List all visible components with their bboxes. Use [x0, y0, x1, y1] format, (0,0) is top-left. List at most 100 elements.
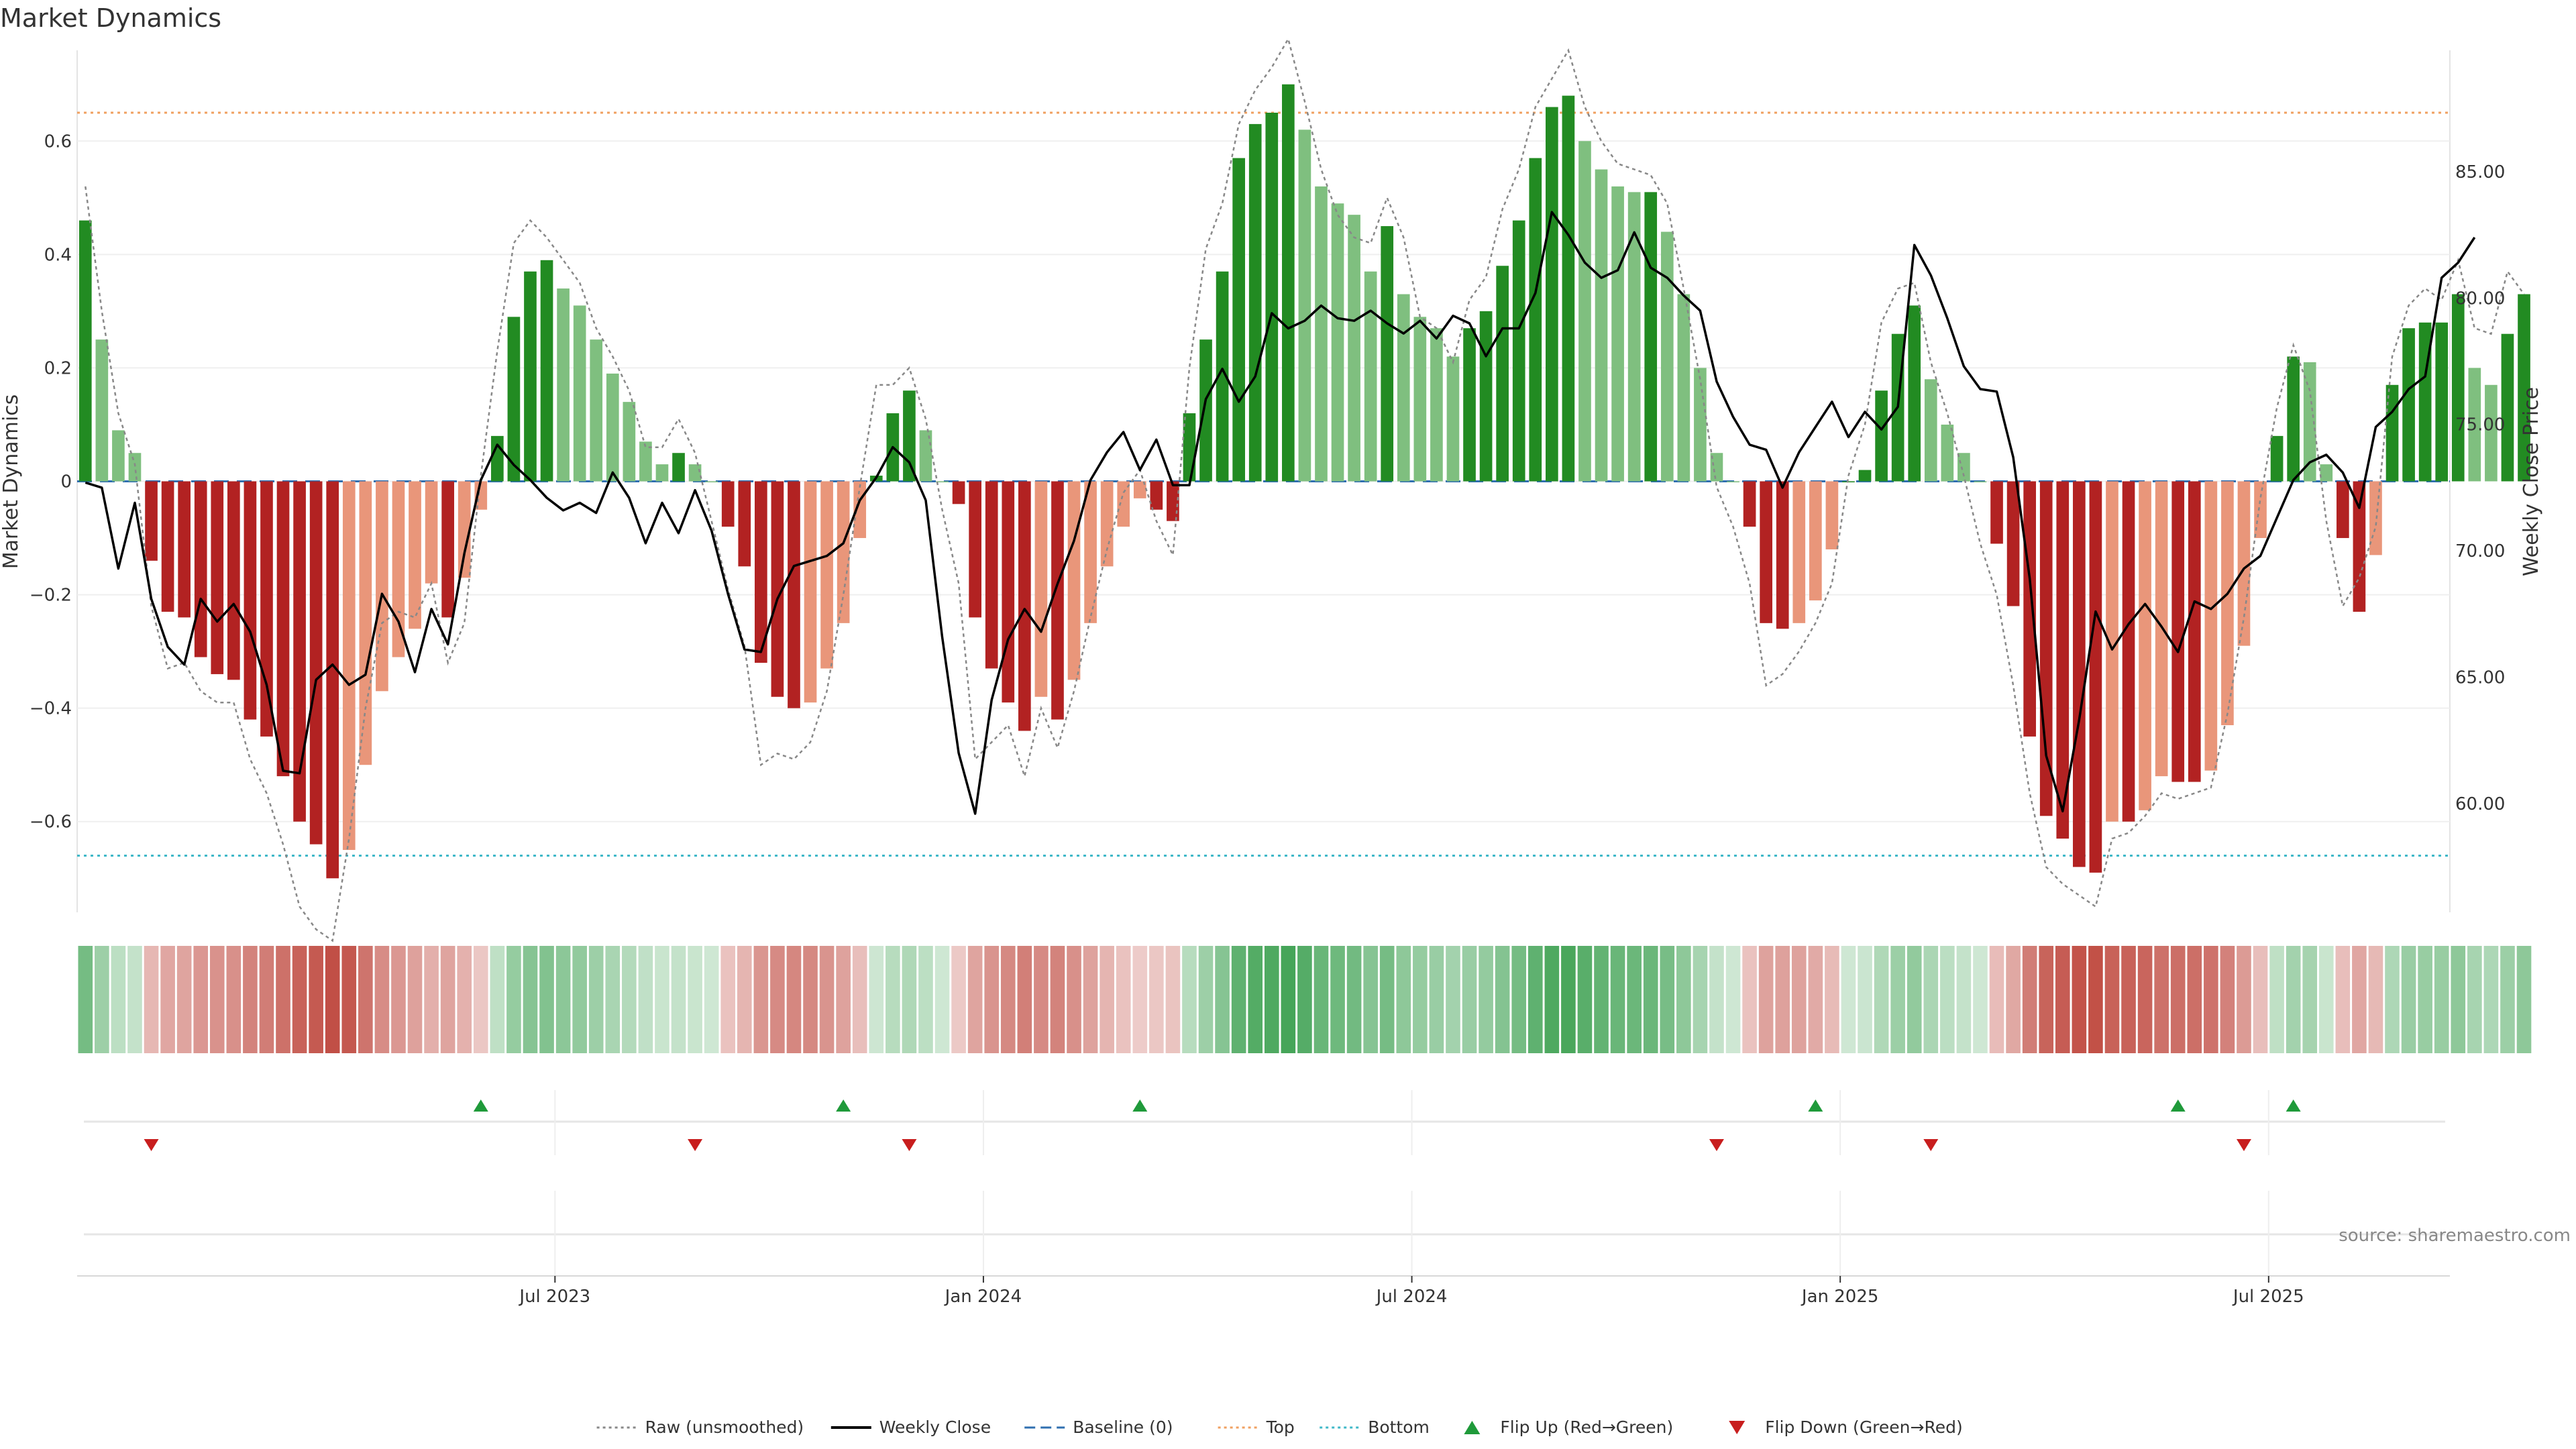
bar — [2287, 356, 2300, 482]
heat-cell — [1099, 946, 1114, 1053]
heat-cell — [1198, 946, 1214, 1053]
raw-line — [85, 36, 2525, 943]
heat-cell — [539, 946, 554, 1053]
bar — [1512, 220, 1525, 482]
heat-cell — [2352, 946, 2367, 1053]
heat-cell — [572, 946, 587, 1053]
bar — [260, 481, 273, 737]
heat-cell — [2500, 946, 2515, 1053]
heat-cell — [2121, 946, 2136, 1053]
bar — [524, 271, 537, 482]
bar — [738, 481, 751, 567]
heat-cell — [2220, 946, 2235, 1053]
heat-cell — [1825, 946, 1839, 1053]
heat-cell — [967, 946, 983, 1053]
bar — [1627, 192, 1641, 482]
bar — [2106, 481, 2118, 822]
heat-cell — [2302, 946, 2318, 1053]
heat-cell — [934, 946, 950, 1053]
bar — [1381, 226, 1394, 482]
heat-cell — [1182, 946, 1197, 1053]
heat-cell — [1000, 946, 1016, 1053]
heat-cell — [2104, 946, 2120, 1053]
legend-item: Baseline (0) — [1024, 1417, 1173, 1437]
heat-cell — [1479, 946, 1493, 1053]
flip-down-marker — [688, 1139, 703, 1151]
bar — [985, 481, 998, 669]
legend-flip-down-icon — [1729, 1421, 1746, 1434]
heat-cell — [292, 946, 307, 1053]
flip-down-marker — [1709, 1139, 1724, 1151]
bar — [2435, 322, 2449, 482]
bar — [557, 288, 570, 482]
heat-cell — [605, 946, 621, 1053]
heat-cell — [226, 946, 241, 1053]
bar — [211, 481, 224, 674]
y-right-axis-label: Weekly Close Price — [2520, 387, 2543, 576]
bar — [1446, 356, 1460, 482]
bar — [244, 481, 257, 720]
bar — [837, 481, 850, 623]
heat-cell — [2483, 946, 2499, 1053]
flip-up-marker — [2286, 1099, 2301, 1112]
bar — [755, 481, 767, 663]
heat-cell — [259, 946, 274, 1053]
heat-cell — [2204, 946, 2218, 1053]
legend-label: Baseline (0) — [1073, 1417, 1173, 1437]
heat-cell — [1313, 946, 1329, 1053]
heat-cell — [1462, 946, 1477, 1053]
flip-panel-grid — [84, 1090, 2445, 1276]
bar — [655, 464, 669, 482]
bar — [606, 373, 619, 482]
heat-cell — [457, 946, 472, 1053]
legend-label: Bottom — [1368, 1417, 1430, 1437]
y-left-tick-label: 0.6 — [44, 131, 72, 152]
heat-cell — [951, 946, 966, 1053]
heat-cell — [1791, 946, 1807, 1053]
x-axis-ticks: Jul 2023 Jan 2024 Jul 2024 Jan 2025 Jul 2025 — [518, 1276, 2304, 1307]
legend-item: Flip Up (Red→Green) — [1464, 1417, 1673, 1437]
bar — [1430, 328, 1443, 482]
heat-cell — [276, 946, 290, 1053]
bar — [2303, 362, 2316, 482]
heat-cell — [1248, 946, 1263, 1053]
y-left-ticks: 0.6 0.4 0.2 0 −0.2 −0.4 −0.6 — [30, 131, 72, 832]
bar — [1677, 294, 1690, 482]
bar — [112, 430, 125, 482]
x-tick-label: Jan 2024 — [944, 1287, 1022, 1307]
legend-label: Flip Down (Green→Red) — [1765, 1417, 1963, 1437]
legend-item: Weekly Close — [830, 1417, 991, 1437]
bar — [1760, 481, 1772, 623]
bar — [2320, 464, 2333, 482]
bar — [1298, 129, 1311, 482]
bar — [2485, 384, 2498, 482]
bar — [1710, 453, 1723, 482]
bar — [2122, 481, 2135, 822]
y-right-tick-label: 65.00 — [2455, 668, 2505, 688]
bar — [458, 481, 471, 578]
bar — [425, 481, 438, 584]
heat-cell — [1495, 946, 1510, 1053]
bar — [1282, 84, 1295, 482]
x-tick-label: Jul 2024 — [1375, 1287, 1448, 1307]
heat-cell — [391, 946, 406, 1053]
y-left-tick-label: 0.2 — [44, 358, 72, 378]
heat-cell — [1858, 946, 1872, 1053]
bar — [1529, 158, 1542, 482]
heat-cell — [2434, 946, 2449, 1053]
dynamics-bars — [78, 84, 2530, 879]
heat-cell — [819, 946, 835, 1053]
bar — [952, 481, 965, 504]
bar — [2139, 481, 2151, 810]
y-left-tick-label: 0 — [60, 472, 72, 492]
heat-cell — [193, 946, 209, 1053]
bar — [1364, 271, 1377, 482]
heat-cell — [2516, 946, 2532, 1053]
threshold-lines — [77, 111, 2450, 857]
heat-cell — [655, 946, 669, 1053]
heat-cell — [1429, 946, 1444, 1053]
bar — [2039, 481, 2053, 816]
heat-cell — [720, 946, 736, 1053]
heat-cell — [2368, 946, 2383, 1053]
